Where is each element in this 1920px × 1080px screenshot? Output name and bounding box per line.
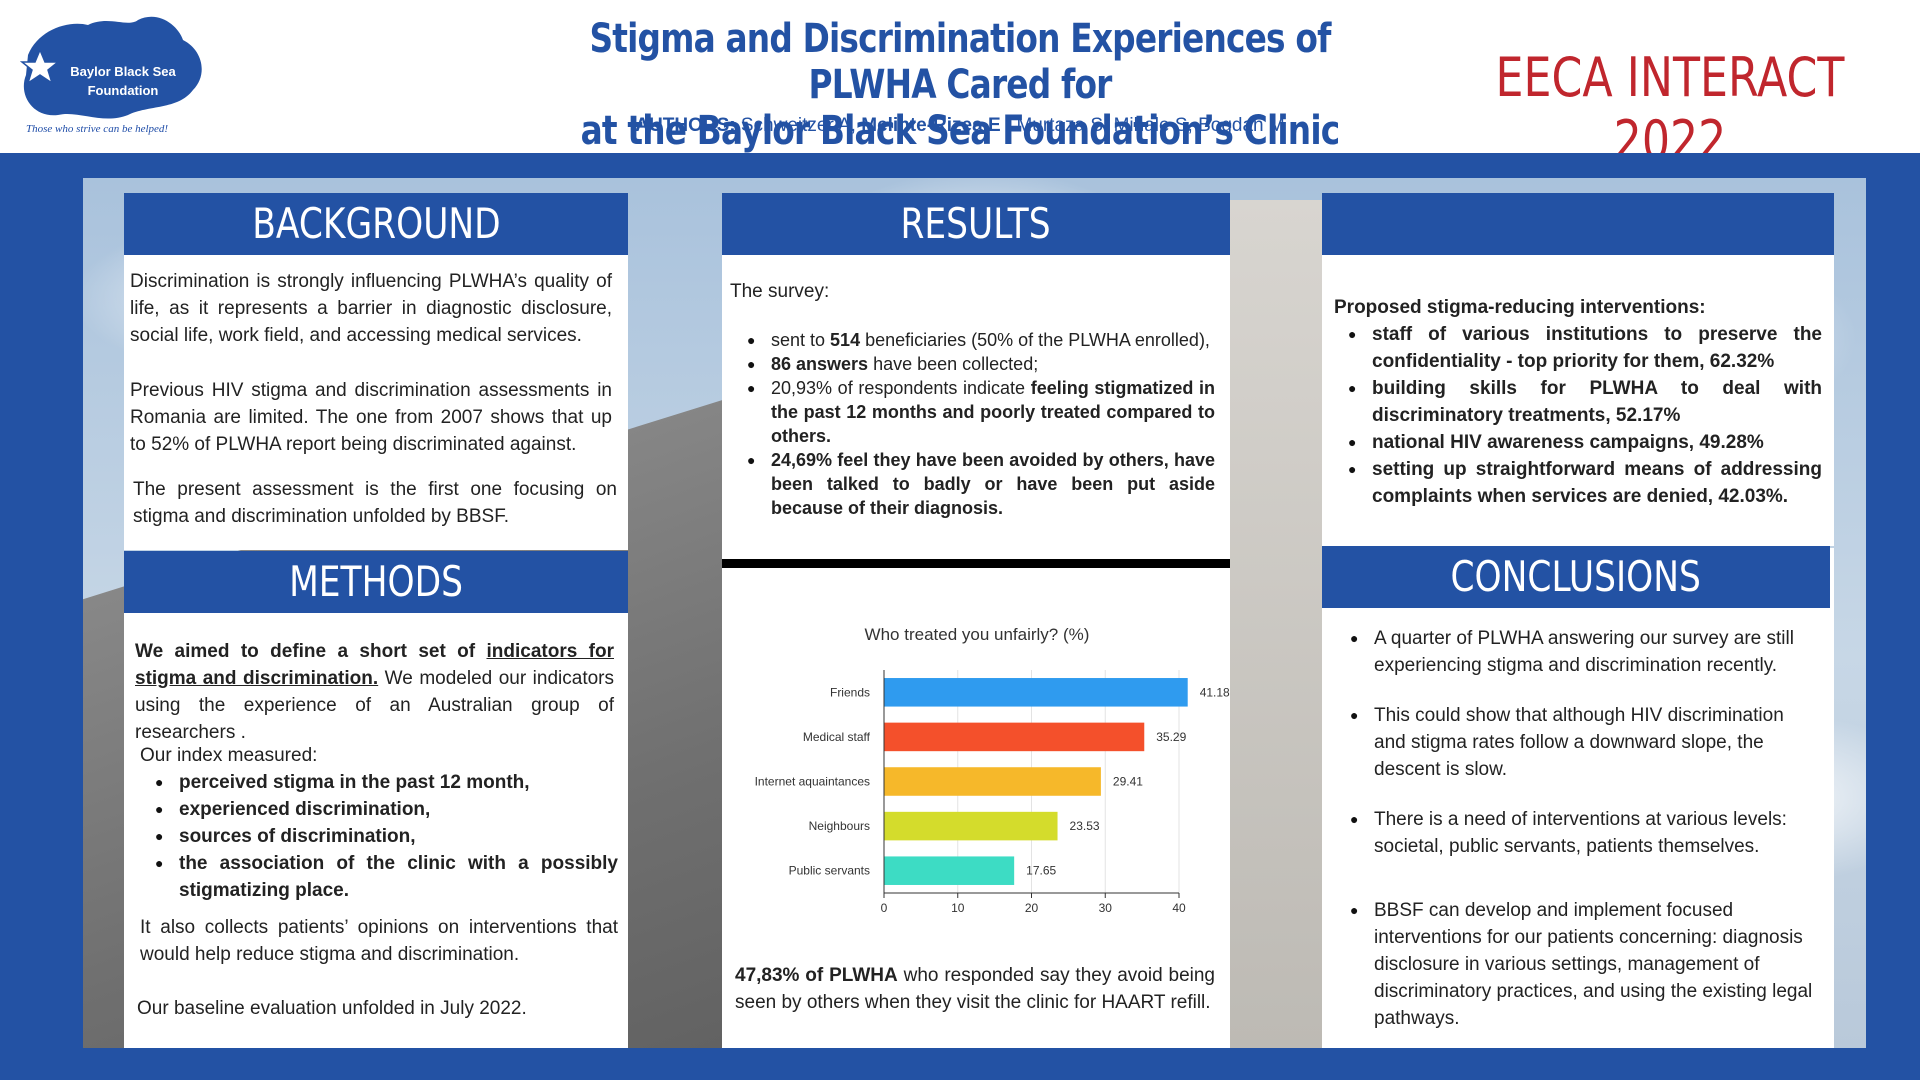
chart-svg: 0 10 20 30 40 Friends 41.18 Medical staff 35.29 I… bbox=[755, 670, 1230, 915]
other-authors: , Murtaza S, Mihale S, Bogdan M bbox=[1005, 115, 1285, 136]
authors-line: AUTHORS: Schweitzer A, Melinte-Rizea E ,… bbox=[560, 115, 1360, 137]
bar bbox=[884, 856, 1015, 885]
list-item: This could show that although HIV discri… bbox=[1348, 702, 1818, 783]
bar bbox=[884, 722, 1145, 752]
methods-text-2: It also collects patients’ opinions on i… bbox=[140, 917, 618, 965]
methods-text-3: Our baseline evaluation unfolded in July… bbox=[137, 998, 527, 1019]
background-text-2: Previous HIV stigma and discrimination a… bbox=[130, 380, 612, 455]
index-list: perceived stigma in the past 12 month, e… bbox=[153, 769, 618, 904]
data-label: 41.18 bbox=[1200, 685, 1230, 699]
list-item: A quarter of PLWHA answering our survey … bbox=[1348, 625, 1818, 679]
list-item: setting up straightforward means of addr… bbox=[1346, 456, 1822, 510]
poster-title: Stigma and Discrimination Experiences of… bbox=[580, 16, 1341, 154]
category-label: Medical staff bbox=[803, 730, 871, 744]
conclusions-heading: CONCLUSIONS bbox=[1322, 546, 1830, 608]
x-tick-label: 30 bbox=[1099, 901, 1113, 915]
results-heading: RESULTS bbox=[722, 193, 1230, 255]
baylor-logo: Baylor Black Sea Foundation Those who st… bbox=[18, 10, 208, 140]
list-item: experienced discrimination, bbox=[153, 796, 618, 823]
star-icon bbox=[19, 48, 61, 85]
bar bbox=[884, 811, 1058, 841]
interventions-list: staff of various institutions to preserv… bbox=[1346, 321, 1822, 510]
conclusions-list: A quarter of PLWHA answering our survey … bbox=[1348, 625, 1818, 1032]
data-label: 23.53 bbox=[1070, 819, 1100, 833]
results-footer: 47,83% of PLWHA who responded say they a… bbox=[735, 965, 1215, 1013]
category-label: Neighbours bbox=[809, 819, 870, 833]
list-item: staff of various institutions to preserv… bbox=[1346, 321, 1822, 375]
data-label: 29.41 bbox=[1113, 775, 1143, 789]
bar bbox=[884, 678, 1188, 707]
list-item: national HIV awareness campaigns, 49.28% bbox=[1346, 429, 1822, 456]
list-item: 20,93% of respondents indicate feeling s… bbox=[745, 376, 1215, 448]
background-text-3: The present assessment is the first one … bbox=[133, 479, 617, 527]
chart-title: Who treated you unfairly? (%) bbox=[864, 625, 1090, 644]
interventions-title: Proposed stigma-reducing interventions: bbox=[1334, 297, 1706, 318]
indicators-link: indicators for stigma and discrimination… bbox=[135, 641, 614, 689]
x-tick-label: 0 bbox=[881, 901, 888, 915]
unfair-treatment-chart: Who treated you unfairly? (%) 0 10 20 30 40 F… bbox=[722, 615, 1232, 915]
list-item: There is a need of interventions at vari… bbox=[1348, 806, 1818, 860]
list-item: BBSF can develop and implement focused i… bbox=[1348, 897, 1818, 1032]
divider bbox=[722, 559, 1230, 568]
list-item: sent to 514 beneficiaries (50% of the PL… bbox=[745, 328, 1215, 352]
list-item: sources of discrimination, bbox=[153, 823, 618, 850]
list-item: building skills for PLWHA to deal with d… bbox=[1346, 375, 1822, 429]
background-heading: BACKGROUND bbox=[124, 193, 628, 255]
data-label: 17.65 bbox=[1026, 864, 1056, 878]
bar bbox=[884, 767, 1101, 796]
methods-heading: METHODS bbox=[124, 551, 628, 613]
category-label: Public servants bbox=[789, 864, 870, 878]
list-item: the association of the clinic with a pos… bbox=[153, 850, 618, 904]
category-label: Friends bbox=[830, 685, 870, 699]
logo-text: Baylor Black Sea Foundation bbox=[70, 64, 176, 98]
index-label: Our index measured: bbox=[140, 745, 318, 766]
interventions-heading-bar bbox=[1322, 193, 1834, 255]
data-label: 35.29 bbox=[1156, 730, 1186, 744]
x-tick-label: 40 bbox=[1172, 901, 1186, 915]
category-label: Internet aquaintances bbox=[755, 775, 870, 789]
list-item: perceived stigma in the past 12 month, bbox=[153, 769, 618, 796]
author: Schweitzer A, bbox=[740, 115, 856, 136]
list-item: 86 answers have been collected; bbox=[745, 352, 1215, 376]
x-tick-label: 20 bbox=[1025, 901, 1039, 915]
list-item: 24,69% feel they have been avoided by ot… bbox=[745, 448, 1215, 520]
x-tick-label: 10 bbox=[951, 901, 965, 915]
presenting-author: Melinte-Rizea E bbox=[861, 115, 1001, 136]
poster-header: Baylor Black Sea Foundation Those who st… bbox=[0, 0, 1920, 172]
survey-list: sent to 514 beneficiaries (50% of the PL… bbox=[745, 328, 1215, 520]
map-icon bbox=[19, 16, 202, 119]
survey-intro: The survey: bbox=[730, 281, 830, 302]
background-text-1: Discrimination is strongly influencing P… bbox=[130, 271, 612, 346]
chart-panel bbox=[722, 568, 1230, 1048]
logo-tagline: Those who strive can be helped! bbox=[26, 123, 169, 135]
authors-label: AUTHORS: bbox=[635, 115, 736, 136]
methods-text-1: We aimed to define a short set of indica… bbox=[135, 641, 614, 743]
